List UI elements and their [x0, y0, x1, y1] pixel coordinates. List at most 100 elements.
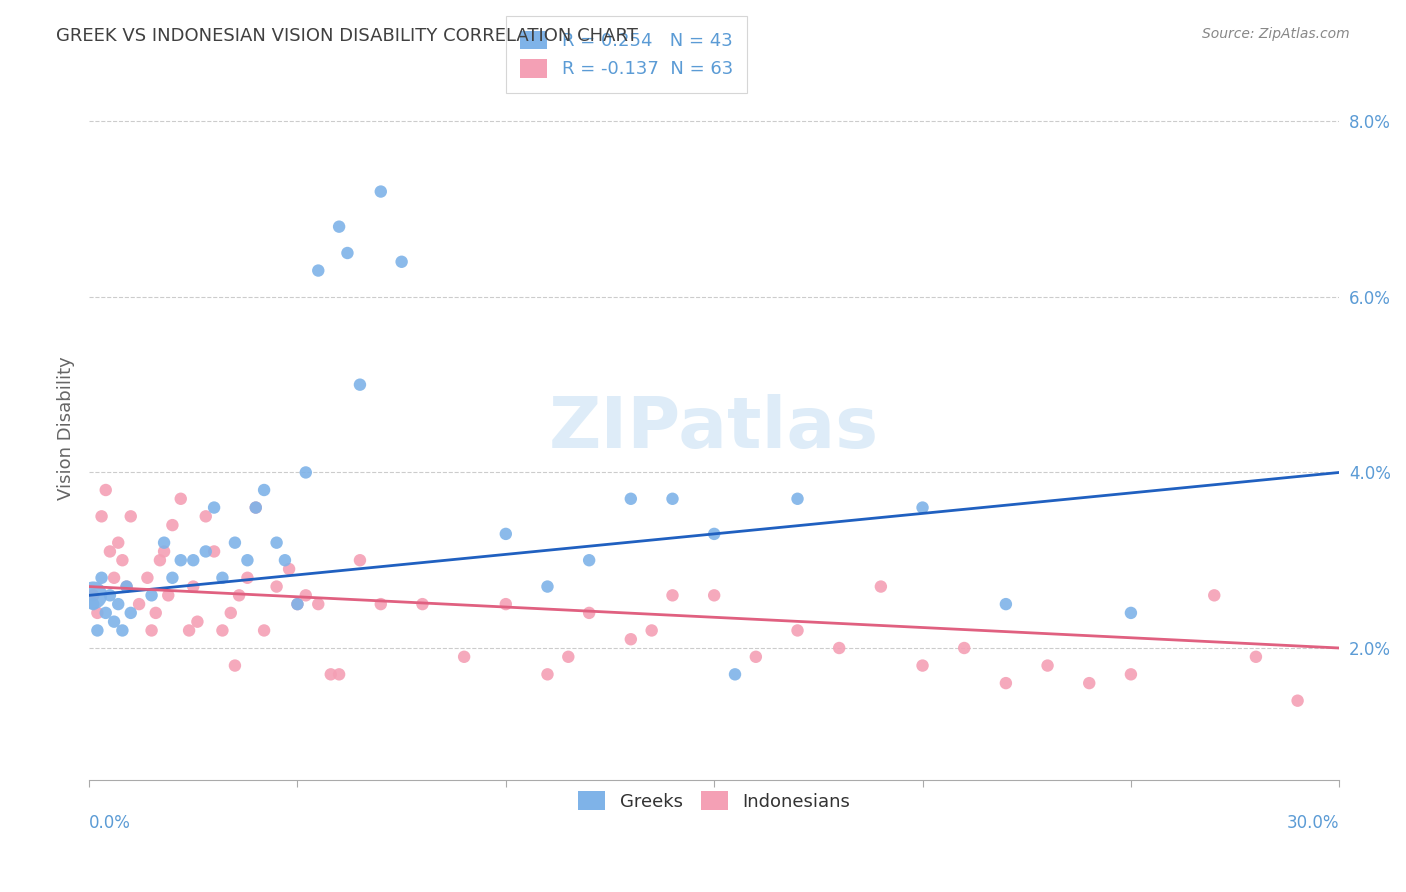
- Point: [111, 624, 134, 638]
- Point: [953, 640, 976, 655]
- Point: [115, 580, 138, 594]
- Text: 0.0%: 0.0%: [89, 814, 131, 832]
- Point: [90, 571, 112, 585]
- Point: [98, 588, 121, 602]
- Point: [745, 649, 768, 664]
- Point: [253, 624, 276, 638]
- Point: [274, 553, 297, 567]
- Point: [82, 588, 104, 602]
- Point: [141, 588, 163, 602]
- Point: [103, 615, 125, 629]
- Point: [724, 667, 747, 681]
- Point: [245, 500, 267, 515]
- Point: [703, 527, 725, 541]
- Point: [911, 500, 934, 515]
- Point: [828, 640, 851, 655]
- Point: [86, 624, 108, 638]
- Point: [145, 606, 167, 620]
- Point: [202, 544, 225, 558]
- Point: [90, 509, 112, 524]
- Point: [391, 254, 413, 268]
- Point: [453, 649, 475, 664]
- Point: [786, 491, 808, 506]
- Point: [1036, 658, 1059, 673]
- Point: [236, 571, 259, 585]
- Point: [1119, 667, 1142, 681]
- Point: [640, 624, 662, 638]
- Point: [1244, 649, 1267, 664]
- Point: [287, 597, 309, 611]
- Point: [186, 615, 208, 629]
- Point: [115, 580, 138, 594]
- Point: [266, 535, 288, 549]
- Point: [202, 500, 225, 515]
- Point: [578, 606, 600, 620]
- Point: [211, 624, 233, 638]
- Point: [111, 553, 134, 567]
- Point: [1078, 676, 1101, 690]
- Point: [370, 597, 392, 611]
- Point: [86, 606, 108, 620]
- Point: [328, 219, 350, 234]
- Point: [153, 535, 176, 549]
- Point: [294, 588, 316, 602]
- Point: [578, 553, 600, 567]
- Point: [536, 580, 558, 594]
- Point: [141, 624, 163, 638]
- Point: [103, 571, 125, 585]
- Point: [911, 658, 934, 673]
- Point: [157, 588, 180, 602]
- Point: [194, 509, 217, 524]
- Point: [703, 588, 725, 602]
- Point: [170, 491, 193, 506]
- Point: [128, 597, 150, 611]
- Point: [495, 527, 517, 541]
- Point: [536, 667, 558, 681]
- Point: [181, 553, 204, 567]
- Point: [786, 624, 808, 638]
- Point: [98, 544, 121, 558]
- Point: [1119, 606, 1142, 620]
- Point: [107, 535, 129, 549]
- Point: [557, 649, 579, 664]
- Point: [870, 580, 893, 594]
- Point: [307, 263, 329, 277]
- Point: [107, 597, 129, 611]
- Point: [149, 553, 172, 567]
- Point: [136, 571, 159, 585]
- Point: [411, 597, 433, 611]
- Point: [211, 571, 233, 585]
- Point: [319, 667, 342, 681]
- Point: [170, 553, 193, 567]
- Point: [253, 483, 276, 497]
- Legend: Greeks, Indonesians: Greeks, Indonesians: [569, 782, 859, 820]
- Text: ZIPatlas: ZIPatlas: [550, 394, 879, 463]
- Y-axis label: Vision Disability: Vision Disability: [58, 357, 75, 500]
- Point: [82, 597, 104, 611]
- Point: [278, 562, 301, 576]
- Point: [181, 580, 204, 594]
- Point: [370, 185, 392, 199]
- Point: [153, 544, 176, 558]
- Point: [495, 597, 517, 611]
- Point: [349, 377, 371, 392]
- Point: [194, 544, 217, 558]
- Point: [1204, 588, 1226, 602]
- Point: [307, 597, 329, 611]
- Point: [1286, 694, 1309, 708]
- Point: [162, 571, 184, 585]
- Point: [245, 500, 267, 515]
- Point: [620, 632, 643, 647]
- Point: [162, 518, 184, 533]
- Point: [294, 466, 316, 480]
- Point: [94, 483, 117, 497]
- Point: [94, 606, 117, 620]
- Point: [287, 597, 309, 611]
- Point: [236, 553, 259, 567]
- Point: [120, 606, 142, 620]
- Point: [224, 535, 246, 549]
- Text: 30.0%: 30.0%: [1286, 814, 1340, 832]
- Text: Source: ZipAtlas.com: Source: ZipAtlas.com: [1202, 27, 1350, 41]
- Point: [661, 491, 683, 506]
- Point: [620, 491, 643, 506]
